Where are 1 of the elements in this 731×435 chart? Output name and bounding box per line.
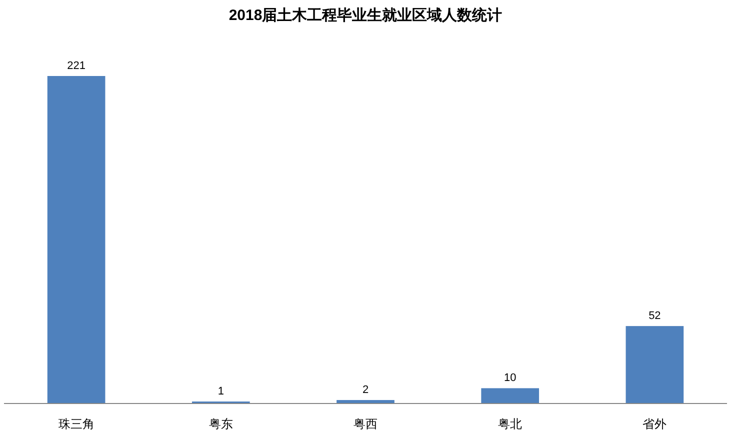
title: 2018届土木工程毕业生就业区域人数统计	[228, 7, 502, 24]
